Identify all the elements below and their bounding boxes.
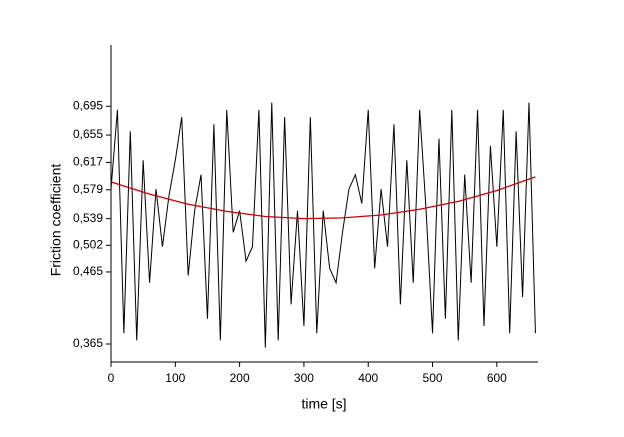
y-tick-label: 0,617 bbox=[73, 155, 103, 169]
x-tick-label: 400 bbox=[358, 371, 378, 385]
x-tick-label: 600 bbox=[487, 371, 507, 385]
y-tick-label: 0,655 bbox=[73, 127, 103, 141]
data-line bbox=[110, 102, 536, 348]
y-tick-label: 0,539 bbox=[73, 211, 103, 225]
x-tick-label: 500 bbox=[423, 371, 443, 385]
y-tick-label: 0,579 bbox=[73, 182, 103, 196]
x-tick-label: 0 bbox=[108, 371, 115, 385]
y-tick-label: 0,695 bbox=[73, 98, 103, 112]
data-line bbox=[110, 176, 536, 220]
y-tick-label: 0,502 bbox=[73, 237, 103, 251]
y-axis-title: Friction coefficient bbox=[48, 164, 64, 277]
y-tick-label: 0,365 bbox=[73, 336, 103, 350]
x-tick-label: 100 bbox=[165, 371, 185, 385]
x-axis-title: time [s] bbox=[301, 396, 346, 412]
x-tick-label: 300 bbox=[294, 371, 314, 385]
x-tick-label: 200 bbox=[230, 371, 250, 385]
y-tick-label: 0,465 bbox=[73, 264, 103, 278]
